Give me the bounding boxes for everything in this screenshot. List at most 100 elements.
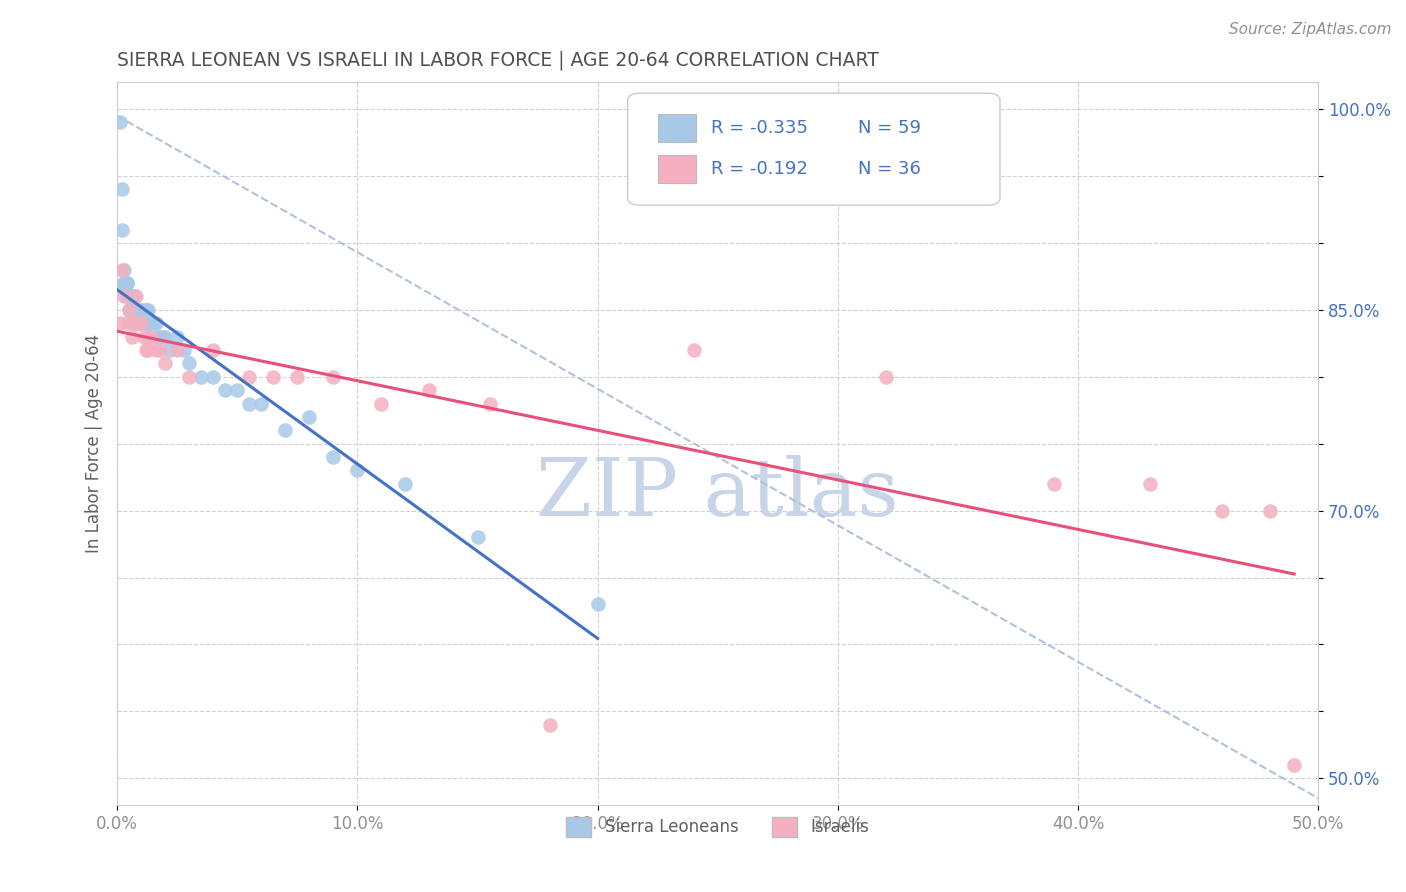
Point (166, 329, 188, 343)
Point (132, 329, 155, 343)
Point (370, 396, 392, 410)
Legend: Sierra Leoneans, Israelis: Sierra Leoneans, Israelis (560, 810, 876, 844)
Point (298, 409, 321, 424)
Point (202, 369, 225, 384)
Point (132, 316, 155, 330)
Point (122, 289, 145, 303)
Point (122, 316, 145, 330)
Point (467, 530, 489, 544)
Point (121, 329, 143, 343)
Text: SIERRA LEONEAN VS ISRAELI IN LABOR FORCE | AGE 20-64 CORRELATION CHART: SIERRA LEONEAN VS ISRAELI IN LABOR FORCE… (117, 51, 879, 70)
Point (159, 343, 181, 357)
Point (586, 597, 609, 611)
Text: ZIP atlas: ZIP atlas (536, 455, 898, 533)
Point (111, 222, 134, 236)
Point (149, 343, 172, 357)
Point (115, 289, 138, 303)
Point (111, 182, 134, 196)
Point (121, 316, 143, 330)
Point (1258, 503, 1281, 517)
Point (118, 289, 141, 303)
Point (274, 423, 297, 437)
Text: Source: ZipAtlas.com: Source: ZipAtlas.com (1229, 22, 1392, 37)
Point (875, 369, 897, 384)
Point (122, 316, 145, 330)
Point (118, 289, 141, 303)
Point (1043, 476, 1066, 491)
Point (179, 356, 201, 370)
Point (111, 262, 134, 277)
Point (118, 302, 141, 317)
Point (128, 302, 150, 317)
Point (135, 316, 157, 330)
Point (149, 329, 172, 343)
Point (418, 383, 440, 397)
Point (118, 302, 141, 317)
Point (121, 316, 143, 330)
Point (108, 316, 131, 330)
Point (128, 316, 150, 330)
Point (125, 302, 148, 317)
Point (139, 316, 162, 330)
Point (135, 343, 157, 357)
Point (1139, 476, 1161, 491)
Point (322, 369, 344, 384)
Text: N = 59: N = 59 (858, 119, 921, 136)
Point (202, 343, 225, 357)
Point (138, 302, 160, 317)
Point (129, 316, 152, 330)
Point (112, 262, 135, 277)
Text: R = -0.335: R = -0.335 (710, 119, 807, 136)
Point (394, 476, 416, 491)
FancyBboxPatch shape (658, 114, 696, 142)
Point (478, 396, 501, 410)
Point (139, 329, 162, 343)
Point (115, 316, 138, 330)
Point (152, 329, 174, 343)
Point (262, 369, 284, 384)
Point (128, 316, 150, 330)
Point (538, 717, 561, 731)
Point (129, 316, 152, 330)
Point (238, 369, 260, 384)
Point (115, 289, 138, 303)
Point (132, 302, 155, 317)
Point (121, 289, 143, 303)
Point (346, 463, 368, 477)
Point (129, 316, 152, 330)
Point (226, 383, 249, 397)
Point (190, 369, 212, 384)
Point (112, 276, 135, 290)
Text: N = 36: N = 36 (858, 160, 921, 178)
Y-axis label: In Labor Force | Age 20-64: In Labor Force | Age 20-64 (86, 334, 103, 553)
Point (155, 329, 177, 343)
Point (138, 343, 160, 357)
Point (112, 276, 135, 290)
Point (682, 343, 704, 357)
Point (145, 343, 167, 357)
Point (138, 329, 160, 343)
Point (285, 369, 308, 384)
Text: R = -0.192: R = -0.192 (710, 160, 807, 178)
Point (125, 289, 148, 303)
Point (118, 289, 141, 303)
Point (142, 316, 165, 330)
Point (166, 343, 188, 357)
FancyBboxPatch shape (627, 93, 1000, 205)
Point (214, 383, 236, 397)
Point (122, 302, 145, 317)
Point (322, 450, 344, 464)
Point (135, 302, 157, 317)
Point (238, 396, 260, 410)
Point (179, 369, 201, 384)
Point (125, 316, 148, 330)
Point (112, 289, 135, 303)
Point (155, 356, 177, 370)
Point (173, 343, 195, 357)
Point (121, 302, 143, 317)
Point (146, 329, 169, 343)
Point (1284, 757, 1306, 772)
Point (250, 396, 273, 410)
Point (125, 302, 148, 317)
Point (145, 316, 167, 330)
